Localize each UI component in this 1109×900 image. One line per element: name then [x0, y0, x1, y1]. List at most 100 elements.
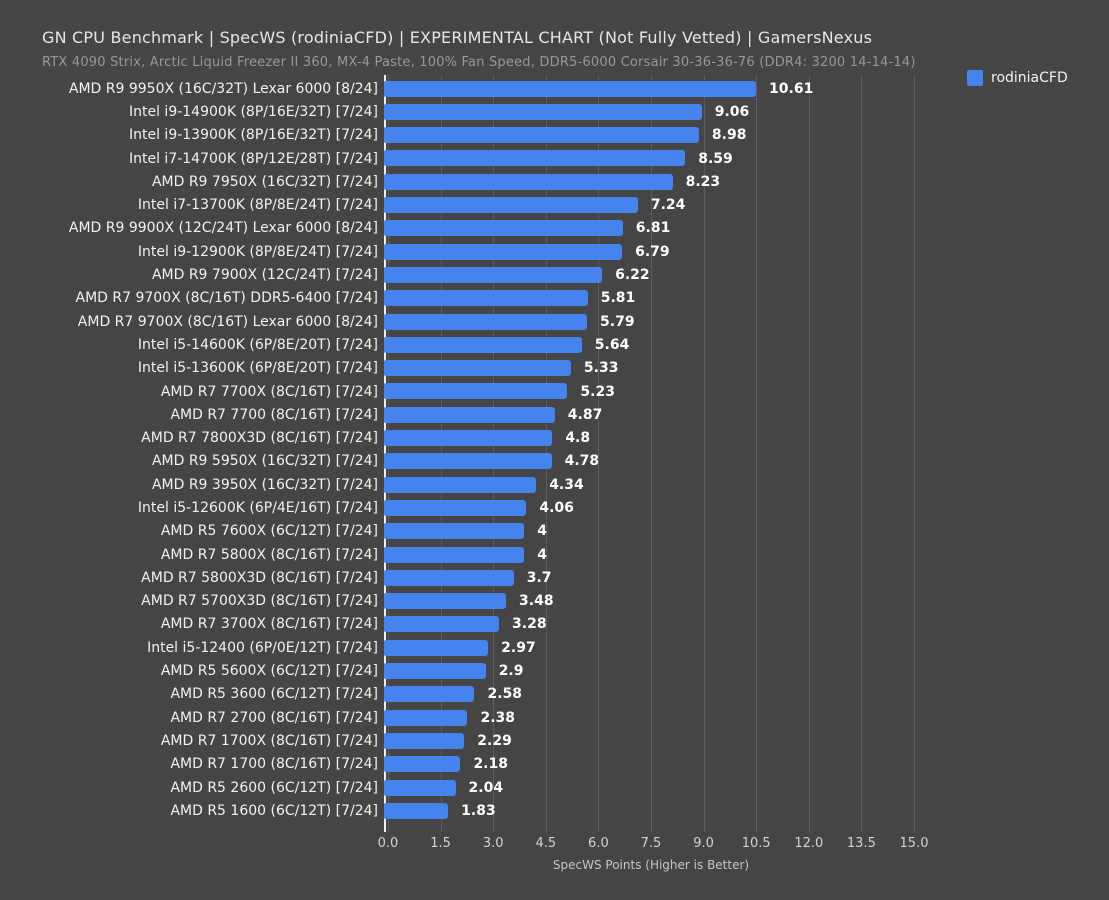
category-label: Intel i9-14900K (8P/16E/32T) [7/24] — [128, 103, 378, 120]
bar-track: 3.48 — [380, 590, 1109, 613]
value-label: 4 — [537, 523, 548, 540]
category-label: Intel i5-14600K (6P/8E/20T) [7/24] — [137, 336, 378, 353]
category-label: AMD R7 2700 (8C/16T) [7/24] — [170, 709, 378, 726]
bar — [384, 80, 757, 97]
x-tick-label: 6.0 — [588, 836, 609, 851]
bar — [384, 197, 638, 214]
bar-track: 5.81 — [380, 287, 1109, 310]
bar-track: 10.61 — [380, 77, 1109, 100]
bar — [384, 336, 582, 353]
category-label: Intel i7-14700K (8P/12E/28T) [7/24] — [128, 150, 378, 167]
gridline — [861, 75, 863, 832]
value-label: 9.06 — [714, 103, 750, 120]
bar-row: Intel i7-13700K (8P/8E/24T) [7/24] 7.24 — [0, 193, 1109, 216]
bar-row: AMD R7 3700X (8C/16T) [7/24] 3.28 — [0, 613, 1109, 636]
value-label: 6.81 — [635, 220, 671, 237]
bar-track: 8.59 — [380, 147, 1109, 170]
bar-track: 2.04 — [380, 776, 1109, 799]
bar-row: AMD R7 2700 (8C/16T) [7/24] 2.38 — [0, 706, 1109, 729]
x-tick-label: 10.5 — [741, 836, 771, 851]
category-label: AMD R7 7700 (8C/16T) [7/24] — [170, 406, 378, 423]
bar-row: AMD R7 9700X (8C/16T) DDR5-6400 [7/24] 5.… — [0, 287, 1109, 310]
value-label: 5.64 — [594, 336, 630, 353]
bar — [384, 430, 553, 447]
value-label: 3.28 — [512, 616, 547, 633]
bar — [384, 127, 699, 144]
bar — [384, 756, 461, 773]
gridline — [703, 75, 705, 832]
bar-track: 2.97 — [380, 636, 1109, 659]
bar — [384, 686, 475, 703]
bar-row: AMD R7 5800X3D (8C/16T) [7/24] 3.7 — [0, 566, 1109, 589]
value-label: 3.48 — [519, 593, 554, 610]
bar-row: AMD R7 7700X (8C/16T) [7/24] 5.23 — [0, 380, 1109, 403]
category-label: AMD R7 5800X (8C/16T) [7/24] — [160, 546, 378, 563]
category-label: AMD R7 5700X3D (8C/16T) [7/24] — [141, 593, 378, 610]
category-label: AMD R7 1700X (8C/16T) [7/24] — [160, 732, 378, 749]
value-label: 5.79 — [600, 313, 635, 330]
x-tick-label: 12.0 — [794, 836, 824, 851]
legend-label: rodiniaCFD — [991, 70, 1068, 86]
gridline — [651, 75, 652, 832]
category-label: AMD R9 9900X (12C/24T) Lexar 6000 [8/24] — [68, 220, 378, 237]
category-label: Intel i5-12600K (6P/4E/16T) [7/24] — [137, 499, 378, 516]
bar-track: 2.9 — [380, 659, 1109, 682]
value-label: 2.97 — [501, 639, 536, 656]
category-label: AMD R9 5950X (16C/32T) [7/24] — [151, 453, 378, 470]
bar — [384, 266, 603, 283]
category-label: Intel i5-12400 (6P/0E/12T) [7/24] — [147, 639, 378, 656]
bar-track: 5.23 — [380, 380, 1109, 403]
category-label: AMD R9 7950X (16C/32T) [7/24] — [151, 173, 378, 190]
x-tick-label: 15.0 — [899, 836, 929, 851]
bar-row: AMD R9 7950X (16C/32T) [7/24] 8.23 — [0, 170, 1109, 193]
gridline — [808, 75, 810, 832]
category-label: AMD R7 7700X (8C/16T) [7/24] — [160, 383, 378, 400]
value-label: 4.87 — [567, 406, 603, 423]
bar — [384, 569, 514, 586]
bar — [384, 523, 525, 540]
value-label: 3.7 — [526, 569, 552, 586]
bar-track: 5.79 — [380, 310, 1109, 333]
bar-row: AMD R5 7600X (6C/12T) [7/24] 4 — [0, 520, 1109, 543]
bar-track: 4.34 — [380, 473, 1109, 496]
bar-track: 7.24 — [380, 193, 1109, 216]
category-label: AMD R9 9950X (16C/32T) Lexar 6000 [8/24] — [68, 80, 378, 97]
value-label: 5.81 — [600, 290, 636, 307]
value-label: 2.29 — [477, 732, 512, 749]
bar — [384, 779, 456, 796]
bar-track: 2.29 — [380, 729, 1109, 752]
category-label: AMD R5 5600X (6C/12T) [7/24] — [160, 663, 378, 680]
bar — [384, 243, 623, 260]
bar-row: Intel i5-12400 (6P/0E/12T) [7/24] 2.97 — [0, 636, 1109, 659]
x-tick-label: 7.5 — [640, 836, 662, 851]
bar — [384, 406, 555, 423]
bar-row: Intel i5-12600K (6P/4E/16T) [7/24] 4.06 — [0, 496, 1109, 519]
value-label: 8.59 — [698, 150, 733, 167]
bar-track: 3.7 — [380, 566, 1109, 589]
bar — [384, 663, 486, 680]
bar-row: AMD R7 5700X3D (8C/16T) [7/24] 3.48 — [0, 590, 1109, 613]
bar-track: 2.18 — [380, 753, 1109, 776]
bar — [384, 476, 537, 493]
bar — [384, 709, 468, 726]
value-label: 8.98 — [711, 127, 747, 144]
category-label: AMD R7 1700 (8C/16T) [7/24] — [170, 756, 378, 773]
x-tick-label: 0.0 — [377, 836, 399, 851]
bar — [384, 383, 568, 400]
value-label: 2.18 — [473, 756, 508, 773]
bar-track: 4 — [380, 543, 1109, 566]
category-label: AMD R7 7800X3D (8C/16T) [7/24] — [141, 430, 378, 447]
bar-track: 1.83 — [380, 799, 1109, 822]
bar — [384, 150, 686, 167]
bar-track: 4.78 — [380, 450, 1109, 473]
value-label: 2.58 — [487, 686, 523, 703]
value-label: 7.24 — [650, 197, 686, 214]
bar — [384, 173, 673, 190]
bar-row: AMD R5 1600 (6C/12T) [7/24] 1.83 — [0, 799, 1109, 822]
bar-row: AMD R7 7700 (8C/16T) [7/24] 4.87 — [0, 403, 1109, 426]
bar-row: AMD R9 9900X (12C/24T) Lexar 6000 [8/24]… — [0, 217, 1109, 240]
bar — [384, 360, 571, 377]
gridline — [914, 75, 915, 832]
value-label: 5.23 — [580, 383, 615, 400]
